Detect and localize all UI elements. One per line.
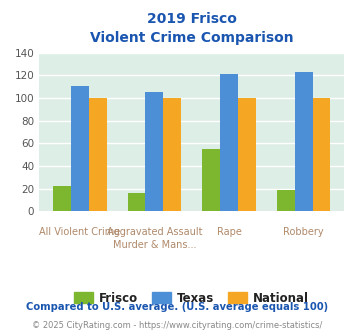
Bar — [127, 193, 146, 211]
Bar — [312, 98, 331, 211]
Title: 2019 Frisco
Violent Crime Comparison: 2019 Frisco Violent Crime Comparison — [90, 12, 294, 45]
Bar — [163, 98, 181, 211]
Legend: Frisco, Texas, National: Frisco, Texas, National — [70, 287, 314, 309]
Text: Rape: Rape — [217, 227, 241, 237]
Text: Robbery: Robbery — [283, 227, 324, 237]
Bar — [146, 92, 163, 211]
Bar — [220, 74, 238, 211]
Bar — [89, 98, 106, 211]
Bar — [71, 85, 89, 211]
Text: Compared to U.S. average. (U.S. average equals 100): Compared to U.S. average. (U.S. average … — [26, 302, 329, 312]
Bar — [295, 72, 312, 211]
Bar — [238, 98, 256, 211]
Text: All Violent Crime: All Violent Crime — [39, 227, 120, 237]
Text: Aggravated Assault: Aggravated Assault — [106, 227, 202, 237]
Text: © 2025 CityRating.com - https://www.cityrating.com/crime-statistics/: © 2025 CityRating.com - https://www.city… — [32, 321, 323, 330]
Bar — [202, 149, 220, 211]
Bar — [53, 186, 71, 211]
Text: Murder & Mans...: Murder & Mans... — [113, 240, 196, 250]
Bar — [277, 190, 295, 211]
